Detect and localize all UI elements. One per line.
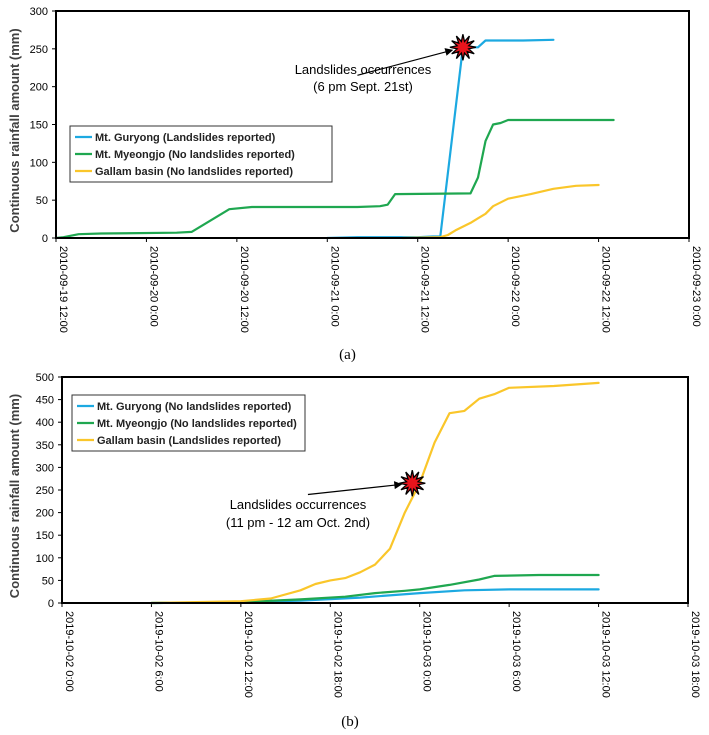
y-tick-label: 50 [36, 195, 48, 207]
x-tick-label: 2010-09-20 12:00 [238, 246, 250, 333]
y-tick-label: 150 [30, 120, 48, 132]
y-tick-label: 100 [30, 157, 48, 169]
panel-caption: (a) [339, 347, 356, 363]
y-tick-label: 500 [36, 372, 54, 384]
landslide-burst-icon [399, 470, 426, 497]
y-axis-label: Continuous rainfall amount (mm) [7, 28, 22, 232]
chart-panel-a: 0 50 100 150 200 250 300 2010-09-19 12:00 2010-0… [7, 6, 702, 363]
x-tick-label: 2019-10-03 0:00 [421, 611, 433, 692]
y-tick-label: 200 [36, 508, 54, 520]
y-tick-label: 250 [36, 485, 54, 497]
series-line-3 [150, 381, 600, 605]
plot-frame [61, 376, 689, 604]
x-tick-label: 2010-09-22 12:00 [600, 246, 612, 333]
annotation-arrow [357, 50, 448, 76]
y-tick-label: 350 [36, 440, 54, 452]
legend-box [69, 125, 333, 183]
legend-label: Mt. Guryong (No landslides reported) [97, 401, 292, 413]
x-tick-label: 2019-10-03 12:00 [600, 611, 612, 698]
annotation-text: Landslides occurrences [295, 62, 432, 77]
landslide-burst-icon [449, 34, 477, 61]
series-line-2 [150, 573, 600, 605]
x-tick-label: 2010-09-23 0:00 [690, 246, 702, 327]
x-tick-label: 2019-10-02 6:00 [152, 611, 164, 692]
y-tick-label: 300 [30, 6, 48, 18]
x-tick-label: 2010-09-20 0:00 [147, 246, 159, 327]
x-tick-label: 2019-10-02 12:00 [242, 611, 254, 698]
annotation-arrowhead [393, 481, 403, 490]
y-tick-label: 0 [48, 598, 54, 610]
y-tick-label: 200 [30, 82, 48, 94]
x-tick-label: 2019-10-02 0:00 [63, 611, 75, 692]
y-tick-label: 150 [36, 530, 54, 542]
annotation-arrowhead [444, 48, 454, 56]
x-tick-label: 2019-10-03 6:00 [510, 611, 522, 692]
y-tick-label: 0 [42, 233, 48, 245]
legend-label: Mt. Myeongjo (No landslides reported) [97, 418, 297, 430]
legend-box [71, 394, 306, 452]
annotation-text: Landslides occurrences [230, 497, 367, 512]
legend-label: Gallam basin (No landslides reported) [95, 166, 293, 178]
legend-label: Mt. Guryong (Landslides reported) [95, 132, 276, 144]
y-tick-label: 100 [36, 553, 54, 565]
y-tick-label: 50 [42, 575, 54, 587]
y-tick-label: 300 [36, 462, 54, 474]
series-line-2 [54, 118, 615, 240]
x-tick-label: 2010-09-22 0:00 [509, 246, 521, 327]
annotation-text: (6 pm Sept. 21st) [313, 79, 413, 94]
x-tick-label: 2010-09-19 12:00 [57, 246, 69, 333]
x-tick-label: 2019-10-02 18:00 [331, 611, 343, 698]
series-line-3 [401, 183, 600, 240]
panel-caption: (b) [341, 714, 359, 730]
legend-label: Gallam basin (Landslides reported) [97, 435, 281, 447]
legend-label: Mt. Myeongjo (No landslides reported) [95, 149, 295, 161]
y-axis-label: Continuous rainfall amount (mm) [7, 394, 22, 598]
x-tick-label: 2019-10-03 18:00 [689, 611, 701, 698]
chart-panel-b: 0 50 100 150 200 250 300 350 400 450 500 2019-10-02… [7, 372, 701, 730]
x-tick-label: 2010-09-21 0:00 [328, 246, 340, 327]
y-tick-label: 450 [36, 395, 54, 407]
x-tick-label: 2010-09-21 12:00 [419, 246, 431, 333]
y-tick-label: 400 [36, 417, 54, 429]
annotation-text: (11 pm - 12 am Oct. 2nd) [226, 515, 370, 530]
annotation-arrow [307, 484, 397, 496]
y-tick-label: 250 [30, 44, 48, 56]
plot-frame [55, 10, 690, 239]
